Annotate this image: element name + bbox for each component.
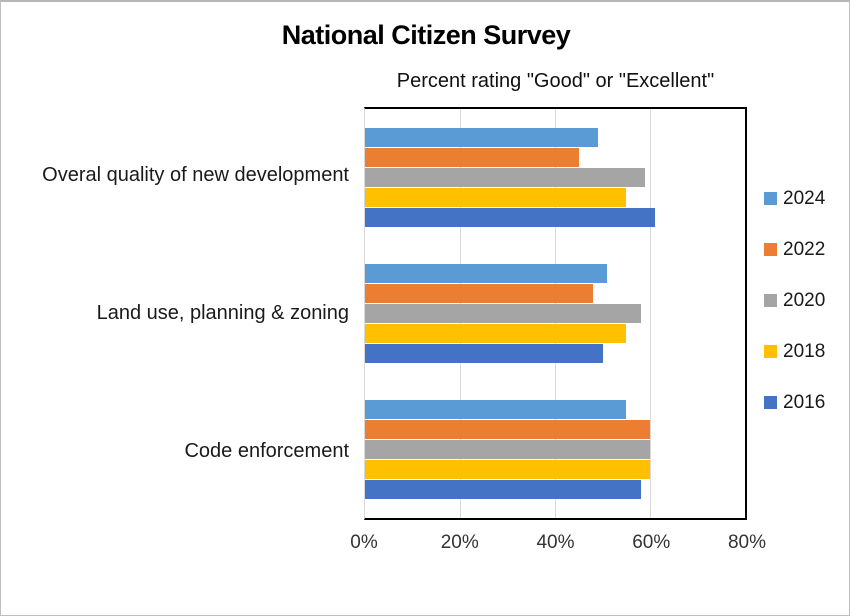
legend-swatch-icon-2018 [764, 345, 777, 358]
bar-2024-category-0 [365, 127, 598, 147]
legend-swatch-icon-2022 [764, 243, 777, 256]
bar-2016-category-0 [365, 207, 655, 227]
bar-2016-category-2 [365, 480, 641, 500]
legend-item-2020: 2020 [764, 290, 825, 311]
bar-2022-category-2 [365, 420, 650, 440]
category-label-0: Overal quality of new development [42, 164, 349, 187]
legend-label-2020: 2020 [783, 289, 826, 311]
legend-swatch-icon-2024 [764, 192, 777, 205]
gridline-60 [650, 109, 651, 518]
x-tick-label-60pct: 60% [632, 532, 671, 553]
legend-swatch-icon-2020 [764, 294, 777, 307]
bar-2018-category-0 [365, 187, 627, 207]
x-tick-label-40pct: 40% [536, 532, 575, 553]
bar-2024-category-1 [365, 263, 608, 283]
x-tick-label-80pct: 80% [727, 532, 767, 553]
bar-2022-category-0 [365, 147, 579, 167]
x-tick-label-0pct: 0% [350, 532, 378, 553]
chart-subtitle: Percent rating "Good" or "Excellent" [396, 70, 715, 92]
category-axis: Overal quality of new development Land us… [1, 107, 349, 520]
x-tick-label-20pct: 20% [440, 532, 479, 553]
legend-item-2024: 2024 [764, 188, 825, 209]
legend-label-2016: 2016 [783, 391, 826, 413]
bar-group-0 [365, 109, 745, 245]
legend-label-2024: 2024 [783, 187, 826, 209]
legend-item-2022: 2022 [764, 239, 825, 260]
legend-label-2022: 2022 [783, 238, 826, 260]
chart-title: National Citizen Survey [281, 20, 571, 50]
legend-item-2016: 2016 [764, 392, 825, 413]
bar-group-2 [365, 382, 745, 518]
bar-2020-category-0 [365, 167, 646, 187]
legend: 2024 2022 2020 2018 2016 [764, 188, 825, 413]
bar-2018-category-2 [365, 460, 650, 480]
bar-2020-category-2 [365, 440, 650, 460]
bar-group-1 [365, 245, 745, 381]
category-label-1: Land use, planning & zoning [96, 301, 349, 324]
bar-2024-category-2 [365, 400, 627, 420]
value-axis: 0% 20% 40% 60% 80% [350, 532, 766, 558]
bar-2018-category-1 [365, 323, 627, 343]
bar-2020-category-1 [365, 303, 641, 323]
bar-2022-category-1 [365, 283, 593, 303]
legend-item-2018: 2018 [764, 341, 825, 362]
legend-swatch-icon-2016 [764, 396, 777, 409]
legend-label-2018: 2018 [783, 340, 826, 362]
category-label-2: Code enforcement [184, 439, 349, 462]
bar-2016-category-1 [365, 343, 603, 363]
plot-area [364, 107, 747, 520]
